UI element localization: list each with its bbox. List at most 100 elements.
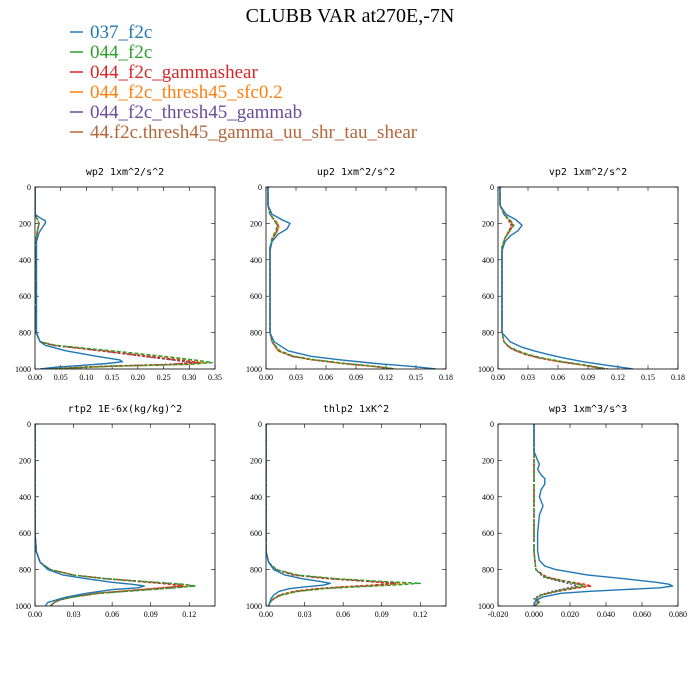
- series-line: [267, 187, 393, 369]
- y-tick-label: 200: [250, 219, 262, 228]
- series-line: [35, 187, 209, 369]
- y-tick-label: 600: [482, 529, 494, 538]
- series-line: [499, 187, 605, 369]
- series-line: [35, 424, 191, 606]
- series-line: [267, 187, 437, 369]
- series-line: [499, 187, 606, 369]
- x-tick-label: 0.35: [208, 373, 222, 382]
- x-tick-label: 0.05: [54, 373, 68, 382]
- y-tick-label: 1000: [478, 602, 494, 611]
- series-line: [533, 424, 586, 606]
- series-group: [266, 424, 421, 606]
- x-tick-label: 0.03: [289, 373, 303, 382]
- x-tick-label: 0.12: [413, 610, 427, 619]
- series-line: [533, 424, 593, 606]
- x-tick-label: 0.06: [551, 373, 565, 382]
- legend-label: 037_f2c: [90, 22, 152, 43]
- y-tick-label: 600: [19, 292, 31, 301]
- x-tick-label: 0.03: [67, 610, 81, 619]
- series-group: [35, 424, 197, 606]
- panel-title: thlp2 1xK^2: [323, 404, 389, 415]
- x-tick-label: 0.12: [379, 373, 393, 382]
- x-tick-label: 0.000: [525, 610, 543, 619]
- y-tick-label: 200: [482, 219, 494, 228]
- series-line: [533, 424, 589, 606]
- x-tick-label: 0.060: [633, 610, 651, 619]
- legend-label: 044_f2c_gammashear: [90, 62, 258, 83]
- x-tick-label: 0.15: [105, 373, 119, 382]
- x-tick-label: 0.09: [581, 373, 595, 382]
- x-tick-label: 0.03: [298, 610, 312, 619]
- series-line: [35, 187, 193, 369]
- y-tick-label: 200: [19, 456, 31, 465]
- x-tick-label: 0.20: [131, 373, 145, 382]
- y-tick-label: 1000: [478, 365, 494, 374]
- legend-item: 44.f2c.thresh45_gamma_uu_shr_tau_shear: [70, 122, 418, 143]
- series-line: [267, 187, 397, 369]
- x-tick-label: 0.00: [28, 610, 42, 619]
- plot-frame: [265, 423, 447, 607]
- x-tick-label: -0.020: [488, 610, 509, 619]
- plot-frame: [497, 423, 679, 607]
- x-tick-label: 0.30: [182, 373, 196, 382]
- x-tick-label: 0.06: [336, 610, 350, 619]
- x-tick-label: 0.00: [259, 373, 273, 382]
- series-line: [267, 187, 394, 369]
- series-line: [499, 187, 607, 369]
- series-line: [267, 187, 394, 369]
- x-tick-label: 0.00: [259, 610, 273, 619]
- series-line: [35, 424, 197, 606]
- plot-panel: wp3 1xm^3/s^3 0 200 400 600 800 1000-0.020 0.00…: [478, 404, 687, 619]
- x-tick-label: 0.12: [182, 610, 196, 619]
- y-tick-label: 200: [250, 456, 262, 465]
- panel-title: wp2 1xm^2/s^2: [86, 167, 164, 178]
- plot-frame: [265, 186, 447, 370]
- x-tick-label: 0.00: [491, 373, 505, 382]
- y-tick-label: 0: [258, 420, 262, 429]
- x-tick-label: 0.18: [671, 373, 685, 382]
- x-tick-label: 0.00: [28, 373, 42, 382]
- y-tick-label: 800: [250, 566, 262, 575]
- series-line: [533, 424, 584, 606]
- y-tick-label: 200: [19, 219, 31, 228]
- x-tick-label: 0.18: [439, 373, 453, 382]
- y-tick-label: 600: [482, 292, 494, 301]
- series-line: [499, 187, 634, 369]
- y-tick-label: 0: [258, 183, 262, 192]
- panel-title: wp3 1xm^3/s^3: [549, 404, 627, 415]
- panel-title: up2 1xm^2/s^2: [317, 167, 395, 178]
- x-tick-label: 0.09: [349, 373, 363, 382]
- series-line: [35, 424, 146, 606]
- legend-item: 044_f2c: [70, 42, 152, 63]
- legend-item: 037_f2c: [70, 22, 152, 43]
- x-tick-label: 0.040: [597, 610, 615, 619]
- series-line: [499, 187, 609, 369]
- y-tick-label: 400: [482, 256, 494, 265]
- series-line: [266, 424, 421, 606]
- y-tick-label: 800: [250, 329, 262, 338]
- y-tick-label: 400: [250, 493, 262, 502]
- y-tick-label: 600: [250, 292, 262, 301]
- y-tick-label: 800: [482, 566, 494, 575]
- x-tick-label: 0.06: [105, 610, 119, 619]
- x-tick-label: 0.25: [157, 373, 171, 382]
- legend-label: 044_f2c_thresh45_sfc0.2: [90, 82, 283, 103]
- panel-title: rtp2 1E-6x(kg/kg)^2: [68, 404, 182, 415]
- plot-panel: rtp2 1E-6x(kg/kg)^2 0 200 400 600 800 10000.00…: [15, 404, 216, 619]
- legend-item: 044_f2c_gammashear: [70, 62, 258, 83]
- legend-item: 044_f2c_thresh45_sfc0.2: [70, 82, 283, 103]
- y-tick-label: 0: [27, 420, 31, 429]
- x-tick-label: 0.09: [144, 610, 158, 619]
- legend-label: 44.f2c.thresh45_gamma_uu_shr_tau_shear: [90, 122, 418, 143]
- x-tick-label: 0.06: [319, 373, 333, 382]
- y-tick-label: 1000: [246, 602, 262, 611]
- x-tick-label: 0.12: [611, 373, 625, 382]
- series-line: [35, 187, 196, 369]
- x-tick-label: 0.080: [669, 610, 687, 619]
